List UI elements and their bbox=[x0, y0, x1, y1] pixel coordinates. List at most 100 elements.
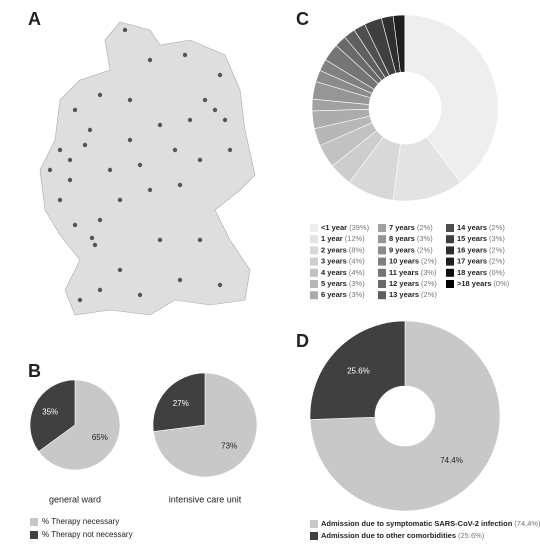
legend-label: >18 years (0%) bbox=[457, 279, 510, 288]
legend-label: 7 years (2%) bbox=[389, 223, 433, 232]
legend-value: (3%) bbox=[349, 279, 365, 288]
legend-value: (74.4%) bbox=[514, 519, 540, 528]
legend-value: (0%) bbox=[493, 279, 509, 288]
pie-title: intensive care unit bbox=[169, 494, 242, 504]
slice-label: 27% bbox=[173, 399, 189, 408]
legend-label: 3 years (4%) bbox=[321, 257, 365, 266]
pie-title: general ward bbox=[49, 494, 101, 504]
slice-label: 74.4% bbox=[440, 456, 463, 465]
map-dots bbox=[47, 27, 233, 303]
legend-swatch bbox=[378, 257, 386, 266]
legend-value: (2%) bbox=[489, 223, 505, 232]
legend-name: Admission due to symptomatic SARS-CoV-2 … bbox=[321, 519, 513, 528]
legend-value: (3%) bbox=[421, 268, 437, 277]
slice bbox=[309, 320, 406, 420]
panel-label: C bbox=[296, 9, 309, 29]
legend-swatch bbox=[446, 224, 454, 232]
legend-value: (2%) bbox=[489, 257, 505, 266]
legend-swatch bbox=[30, 518, 38, 526]
legend-swatch bbox=[446, 268, 454, 277]
legend-swatch bbox=[310, 235, 318, 244]
legend-value: (2%) bbox=[421, 257, 437, 266]
legend-label: 4 years (4%) bbox=[321, 268, 365, 277]
legend-label: 6 years (3%) bbox=[321, 290, 365, 299]
slice bbox=[309, 320, 501, 512]
legend-name: 15 years bbox=[457, 234, 487, 243]
legend-name: 13 years bbox=[389, 290, 419, 299]
legend-value: (0%) bbox=[489, 268, 505, 277]
legend-label: 14 years (2%) bbox=[457, 223, 505, 232]
slice-label: 73% bbox=[221, 441, 237, 450]
legend-value: (2%) bbox=[489, 245, 505, 254]
legend-label: 1 year (12%) bbox=[321, 234, 365, 243]
legend-label: 12 years (2%) bbox=[389, 279, 437, 288]
legend-label: Admission due to other comorbidities (25.… bbox=[321, 531, 485, 540]
legend-value: (2%) bbox=[417, 223, 433, 232]
legend-label: 17 years (2%) bbox=[457, 257, 505, 266]
legend-swatch bbox=[310, 280, 318, 288]
legend-value: (3%) bbox=[417, 234, 433, 243]
legend-swatch bbox=[446, 257, 454, 266]
legend-value: (2%) bbox=[421, 290, 437, 299]
legend-swatch bbox=[446, 246, 454, 255]
legend-swatch bbox=[310, 520, 318, 528]
panel-label: D bbox=[296, 331, 309, 351]
slice bbox=[29, 379, 76, 452]
legend-name: 1 year bbox=[321, 234, 343, 243]
legend-swatch bbox=[30, 531, 38, 539]
legend-swatch bbox=[310, 268, 318, 277]
legend-name: 11 years bbox=[389, 268, 419, 277]
legend-label: 5 years (3%) bbox=[321, 279, 365, 288]
legend-swatch bbox=[310, 532, 318, 540]
legend-label: 8 years (3%) bbox=[389, 234, 433, 243]
legend-value: (3%) bbox=[489, 234, 505, 243]
panel-label: B bbox=[28, 361, 41, 381]
slice-label: 25.6% bbox=[347, 366, 370, 375]
legend-swatch bbox=[446, 235, 454, 244]
legend-name: 16 years bbox=[457, 245, 487, 254]
legend-name: Admission due to other comorbidities bbox=[321, 531, 456, 540]
legend-name: <1 year bbox=[321, 223, 347, 232]
slice bbox=[38, 379, 121, 471]
legend-label: 15 years (3%) bbox=[457, 234, 505, 243]
legend-label: 16 years (2%) bbox=[457, 245, 505, 254]
legend-label: <1 year (39%) bbox=[321, 223, 370, 232]
slice bbox=[404, 14, 499, 183]
legend-name: 7 years bbox=[389, 223, 415, 232]
legend-label: % Therapy not necessary bbox=[42, 530, 133, 539]
legend-swatch bbox=[378, 280, 386, 288]
legend-name: 9 years bbox=[389, 245, 415, 254]
legend-swatch bbox=[446, 280, 454, 288]
legend-name: 4 years bbox=[321, 268, 347, 277]
legend-value: (4%) bbox=[349, 257, 365, 266]
legend-swatch bbox=[378, 268, 386, 277]
legend-value: (4%) bbox=[349, 268, 365, 277]
legend-value: (12%) bbox=[345, 234, 366, 243]
legend-label: 13 years (2%) bbox=[389, 290, 437, 299]
legend-value: (39%) bbox=[349, 223, 370, 232]
legend-value: (2%) bbox=[417, 245, 433, 254]
panel-label: A bbox=[28, 9, 41, 29]
legend-name: 17 years bbox=[457, 257, 487, 266]
legend-name: 8 years bbox=[389, 234, 415, 243]
legend-value: (2%) bbox=[421, 279, 437, 288]
slice-label: 35% bbox=[42, 407, 58, 416]
legend-swatch bbox=[378, 224, 386, 232]
legend-label: 2 years (8%) bbox=[321, 245, 365, 254]
legend-swatch bbox=[310, 224, 318, 232]
map bbox=[39, 21, 256, 316]
legend-label: % Therapy necessary bbox=[42, 517, 119, 526]
legend-label: 9 years (2%) bbox=[389, 245, 433, 254]
legend-value: (3%) bbox=[349, 290, 365, 299]
legend-value: (25.6%) bbox=[458, 531, 485, 540]
legend-name: >18 years bbox=[457, 279, 491, 288]
slice bbox=[152, 372, 206, 432]
legend-value: (8%) bbox=[349, 245, 365, 254]
legend-label: Admission due to symptomatic SARS-CoV-2 … bbox=[321, 519, 540, 528]
legend-swatch bbox=[378, 235, 386, 244]
legend-swatch bbox=[378, 246, 386, 255]
legend-name: 12 years bbox=[389, 279, 419, 288]
legend-name: 14 years bbox=[457, 223, 487, 232]
legend-name: 5 years bbox=[321, 279, 347, 288]
